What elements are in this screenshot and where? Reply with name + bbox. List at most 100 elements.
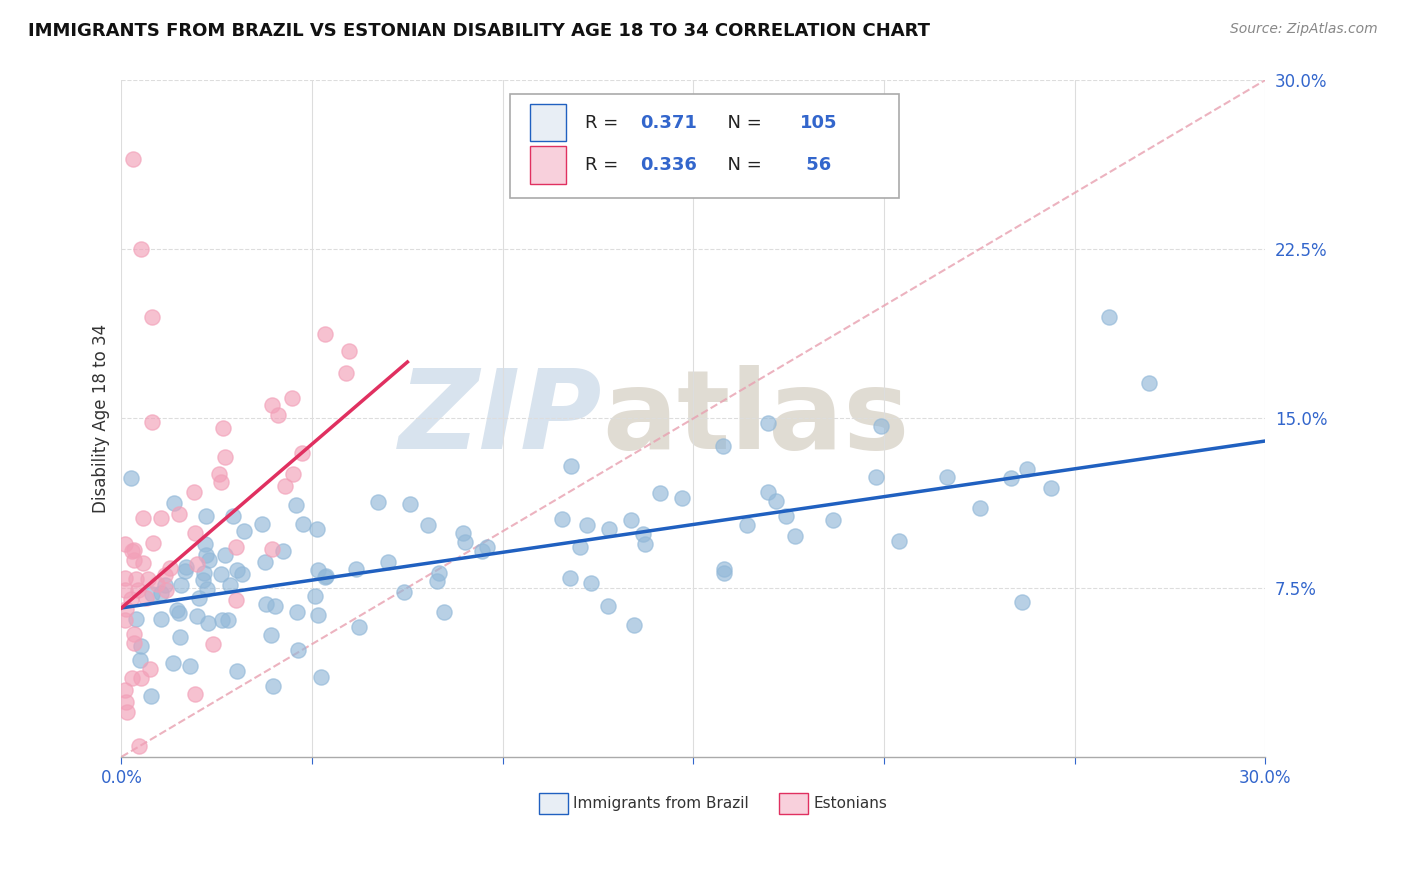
Point: [232, 524, 254, 539]
Point: [454, 535, 477, 549]
Point: [427, 566, 450, 580]
Text: 0.336: 0.336: [640, 155, 696, 174]
Point: [155, 582, 177, 597]
Point: [433, 605, 456, 619]
FancyBboxPatch shape: [779, 793, 808, 814]
Point: [558, 571, 581, 585]
Point: [174, 559, 197, 574]
Point: [285, 605, 308, 619]
Text: Estonians: Estonians: [814, 796, 887, 811]
Point: [735, 518, 758, 533]
Point: [167, 606, 190, 620]
Point: [225, 592, 247, 607]
Point: [128, 739, 150, 753]
Point: [187, 591, 209, 605]
Point: [650, 486, 672, 500]
Point: [162, 657, 184, 671]
Point: [713, 562, 735, 576]
Point: [865, 470, 887, 484]
Point: [129, 242, 152, 256]
Text: N =: N =: [716, 113, 768, 132]
Point: [399, 497, 422, 511]
Point: [935, 470, 957, 484]
Text: 0.371: 0.371: [640, 113, 696, 132]
Point: [281, 392, 304, 406]
Point: [121, 671, 143, 685]
Point: [262, 398, 284, 412]
Point: [193, 566, 215, 581]
Point: [671, 491, 693, 505]
Text: IMMIGRANTS FROM BRAZIL VS ESTONIAN DISABILITY AGE 18 TO 34 CORRELATION CHART: IMMIGRANTS FROM BRAZIL VS ESTONIAN DISAB…: [28, 22, 931, 40]
Point: [153, 568, 176, 582]
Point: [598, 522, 620, 536]
Point: [184, 526, 207, 541]
Point: [1098, 310, 1121, 324]
Point: [186, 557, 208, 571]
Point: [711, 439, 734, 453]
Point: [1137, 376, 1160, 391]
Point: [209, 475, 232, 489]
Point: [115, 695, 138, 709]
Point: [115, 602, 138, 616]
Point: [259, 628, 281, 642]
Point: [198, 552, 221, 566]
Point: [122, 553, 145, 567]
Point: [756, 416, 779, 430]
Point: [260, 542, 283, 557]
Point: [163, 496, 186, 510]
Point: [114, 683, 136, 698]
Point: [122, 152, 145, 166]
Point: [135, 591, 157, 605]
Point: [633, 527, 655, 541]
Point: [195, 508, 218, 523]
Point: [122, 627, 145, 641]
Point: [184, 688, 207, 702]
Point: [166, 603, 188, 617]
Point: [581, 576, 603, 591]
Point: [887, 534, 910, 549]
Point: [197, 615, 219, 630]
Point: [125, 612, 148, 626]
Point: [821, 513, 844, 527]
Point: [568, 541, 591, 555]
Point: [141, 587, 163, 601]
Point: [418, 517, 440, 532]
Point: [335, 367, 357, 381]
Point: [174, 564, 197, 578]
Point: [969, 501, 991, 516]
Point: [281, 467, 304, 481]
Point: [129, 653, 152, 667]
Point: [214, 450, 236, 464]
Point: [225, 541, 247, 555]
Point: [315, 569, 337, 583]
Point: [195, 548, 218, 562]
Point: [284, 499, 307, 513]
Point: [149, 586, 172, 600]
Text: atlas: atlas: [602, 365, 910, 472]
Point: [344, 562, 367, 576]
Point: [142, 535, 165, 549]
FancyBboxPatch shape: [530, 103, 567, 141]
Point: [307, 564, 329, 578]
FancyBboxPatch shape: [538, 793, 568, 814]
Point: [149, 612, 172, 626]
Text: 56: 56: [800, 155, 831, 174]
Point: [141, 310, 163, 324]
Text: 105: 105: [800, 113, 838, 132]
Point: [634, 537, 657, 551]
Point: [377, 555, 399, 569]
Point: [129, 639, 152, 653]
Point: [271, 544, 294, 558]
Point: [254, 555, 277, 569]
Point: [114, 582, 136, 597]
Point: [146, 577, 169, 591]
Point: [307, 608, 329, 623]
Point: [211, 613, 233, 627]
Point: [1000, 471, 1022, 485]
Point: [254, 597, 277, 611]
Text: N =: N =: [716, 155, 768, 174]
Point: [263, 679, 285, 693]
Point: [575, 518, 598, 533]
Point: [197, 582, 219, 597]
Point: [120, 592, 142, 607]
